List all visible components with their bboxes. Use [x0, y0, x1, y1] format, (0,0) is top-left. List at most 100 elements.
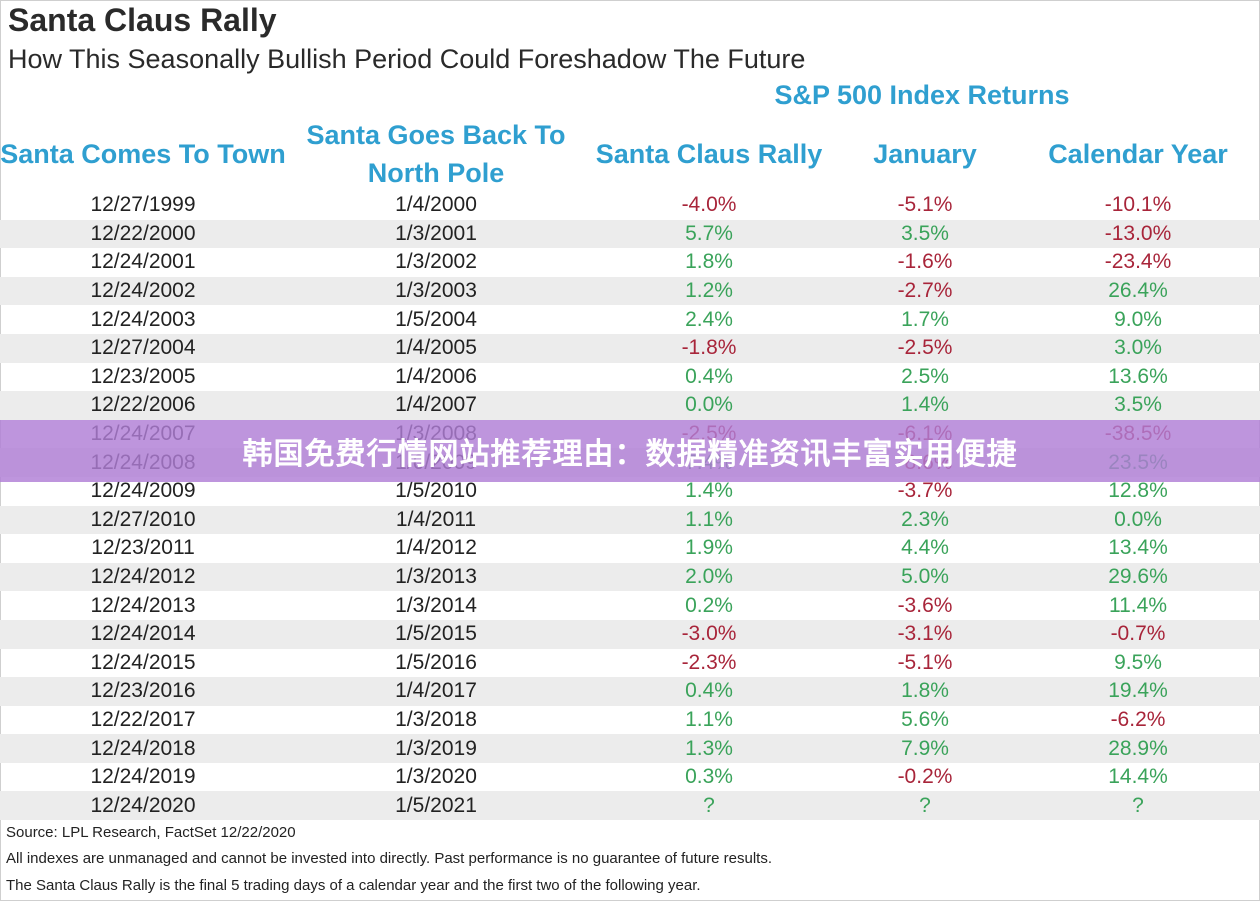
santa-rally-return-cell: 1.1% — [685, 507, 733, 531]
table-row: 12/23/2011 1/4/2012 1.9% 4.4% 13.4% — [0, 534, 1260, 563]
start-date-cell: 12/24/2020 — [90, 793, 196, 817]
january-return-cell: -5.1% — [897, 650, 953, 674]
disclaimer-note: All indexes are unmanaged and cannot be … — [6, 850, 773, 867]
start-date-cell: 12/27/2010 — [90, 507, 196, 531]
santa-rally-return-cell: 1.8% — [685, 250, 733, 274]
table-row: 12/23/2005 1/4/2006 0.4% 2.5% 13.6% — [0, 363, 1260, 392]
overlay-banner: 韩国免费行情网站推荐理由：数据精准资讯丰富实用便捷 — [0, 420, 1260, 482]
january-return-cell: -3.1% — [897, 622, 953, 646]
january-return-cell: 2.3% — [901, 507, 949, 531]
calendar-year-return-cell: -23.4% — [1104, 250, 1172, 274]
santa-rally-return-cell: -1.8% — [681, 336, 737, 360]
table-row: 12/24/2002 1/3/2003 1.2% -2.7% 26.4% — [0, 276, 1260, 306]
end-date-cell: 1/5/2004 — [395, 307, 477, 331]
end-date-cell: 1/4/2005 — [395, 336, 477, 360]
data-table: 12/27/1999 1/4/2000 -4.0% -5.1% -10.1% 12/22/… — [0, 191, 1260, 821]
santa-rally-return-cell: 1.1% — [685, 707, 733, 731]
january-return-cell: 1.7% — [901, 307, 949, 331]
definition-note: The Santa Claus Rally is the final 5 tra… — [6, 877, 701, 894]
table-row: 12/24/2009 1/5/2010 1.4% -3.7% 12.8% — [0, 477, 1260, 506]
end-date-cell: 1/3/2003 — [395, 279, 477, 303]
table-row: 12/22/2000 1/3/2001 5.7% 3.5% -13.0% — [0, 219, 1260, 249]
calendar-year-return-cell: 11.4% — [1109, 593, 1167, 617]
santa-rally-return-cell: 1.3% — [685, 736, 733, 760]
start-date-cell: 12/24/2019 — [90, 765, 196, 789]
santa-rally-return-cell: 2.0% — [685, 565, 733, 589]
table-row: 12/24/2012 1/3/2013 2.0% 5.0% 29.6% — [0, 562, 1260, 592]
january-return-cell: 3.5% — [901, 221, 949, 245]
calendar-year-return-cell: 13.4% — [1108, 536, 1168, 560]
table-row: 12/27/2004 1/4/2005 -1.8% -2.5% 3.0% — [0, 333, 1260, 363]
group-header: S&P 500 Index Returns — [774, 80, 1070, 110]
january-return-cell: ? — [919, 793, 931, 817]
january-return-cell: -1.6% — [897, 250, 953, 274]
santa-rally-return-cell: 1.2% — [685, 279, 733, 303]
end-date-cell: 1/4/2012 — [395, 536, 477, 560]
santa-rally-return-cell: 0.4% — [685, 679, 733, 703]
start-date-cell: 12/24/2001 — [90, 250, 196, 274]
january-return-cell: 4.4% — [901, 536, 949, 560]
column-header-santa-rally: Santa Claus Rally — [595, 139, 823, 169]
calendar-year-return-cell: -6.2% — [1110, 707, 1166, 731]
calendar-year-return-cell: 29.6% — [1108, 565, 1168, 589]
column-header-january: January — [873, 139, 977, 169]
start-date-cell: 12/27/1999 — [90, 193, 196, 217]
calendar-year-return-cell: 12.8% — [1108, 479, 1168, 503]
calendar-year-return-cell: 3.5% — [1114, 393, 1162, 417]
santa-rally-return-cell: -3.0% — [681, 622, 737, 646]
calendar-year-return-cell: 13.6% — [1108, 364, 1168, 388]
table-row: 12/24/2019 1/3/2020 0.3% -0.2% 14.4% — [0, 763, 1260, 792]
january-return-cell: -5.1% — [897, 193, 953, 217]
calendar-year-return-cell: ? — [1132, 793, 1144, 817]
column-header-calendar-year: Calendar Year — [1048, 139, 1228, 169]
january-return-cell: 7.9% — [901, 736, 949, 760]
calendar-year-return-cell: 14.4% — [1108, 765, 1168, 789]
table-row: 12/24/2018 1/3/2019 1.3% 7.9% 28.9% — [0, 734, 1260, 763]
table-row: 12/23/2016 1/4/2017 0.4% 1.8% 19.4% — [0, 677, 1260, 706]
table-row: 12/27/2010 1/4/2011 1.1% 2.3% 0.0% — [0, 505, 1260, 535]
january-return-cell: -3.7% — [897, 479, 953, 503]
january-return-cell: 1.4% — [901, 393, 949, 417]
calendar-year-return-cell: -10.1% — [1104, 193, 1172, 217]
calendar-year-return-cell: -0.7% — [1110, 622, 1166, 646]
january-return-cell: 1.8% — [901, 679, 949, 703]
calendar-year-return-cell: 19.4% — [1108, 679, 1168, 703]
january-return-cell: -3.6% — [897, 593, 953, 617]
start-date-cell: 12/27/2004 — [90, 336, 196, 360]
end-date-cell: 1/4/2017 — [395, 679, 477, 703]
column-header-santa-goes: Santa Goes Back To North Pole — [306, 120, 566, 188]
chart-subtitle: How This Seasonally Bullish Period Could… — [8, 44, 806, 74]
table-row: 12/24/2003 1/5/2004 2.4% 1.7% 9.0% — [0, 305, 1260, 334]
end-date-cell: 1/3/2013 — [395, 565, 477, 589]
table-row: 12/24/2001 1/3/2002 1.8% -1.6% -23.4% — [0, 248, 1260, 277]
january-return-cell: 2.5% — [901, 364, 949, 388]
january-return-cell: 5.6% — [901, 707, 949, 731]
start-date-cell: 12/24/2002 — [90, 279, 196, 303]
end-date-cell: 1/3/2019 — [395, 736, 477, 760]
start-date-cell: 12/23/2005 — [90, 364, 196, 388]
table-row: 12/24/2015 1/5/2016 -2.3% -5.1% 9.5% — [0, 649, 1260, 678]
start-date-cell: 12/23/2016 — [90, 679, 196, 703]
table-row: 12/24/2013 1/3/2014 0.2% -3.6% 11.4% — [0, 591, 1260, 620]
column-header-santa-comes: Santa Comes To Town — [0, 139, 286, 169]
start-date-cell: 12/22/2006 — [90, 393, 196, 417]
start-date-cell: 12/24/2003 — [90, 307, 196, 331]
end-date-cell: 1/3/2014 — [395, 593, 477, 617]
santa-rally-return-cell: 1.4% — [685, 479, 733, 503]
start-date-cell: 12/24/2015 — [90, 650, 196, 674]
start-date-cell: 12/24/2018 — [90, 736, 196, 760]
january-return-cell: -2.7% — [897, 279, 953, 303]
calendar-year-return-cell: 28.9% — [1108, 736, 1168, 760]
calendar-year-return-cell: 26.4% — [1108, 279, 1168, 303]
end-date-cell: 1/4/2007 — [395, 393, 477, 417]
santa-rally-return-cell: 0.3% — [685, 765, 733, 789]
santa-rally-return-cell: -2.3% — [681, 650, 737, 674]
santa-rally-return-cell: 0.4% — [685, 364, 733, 388]
calendar-year-return-cell: 9.0% — [1114, 307, 1162, 331]
calendar-year-return-cell: 9.5% — [1114, 650, 1162, 674]
end-date-cell: 1/5/2016 — [395, 650, 477, 674]
january-return-cell: 5.0% — [901, 565, 949, 589]
calendar-year-return-cell: 0.0% — [1114, 507, 1162, 531]
santa-rally-return-cell: 0.2% — [685, 593, 733, 617]
end-date-cell: 1/4/2011 — [395, 507, 477, 531]
